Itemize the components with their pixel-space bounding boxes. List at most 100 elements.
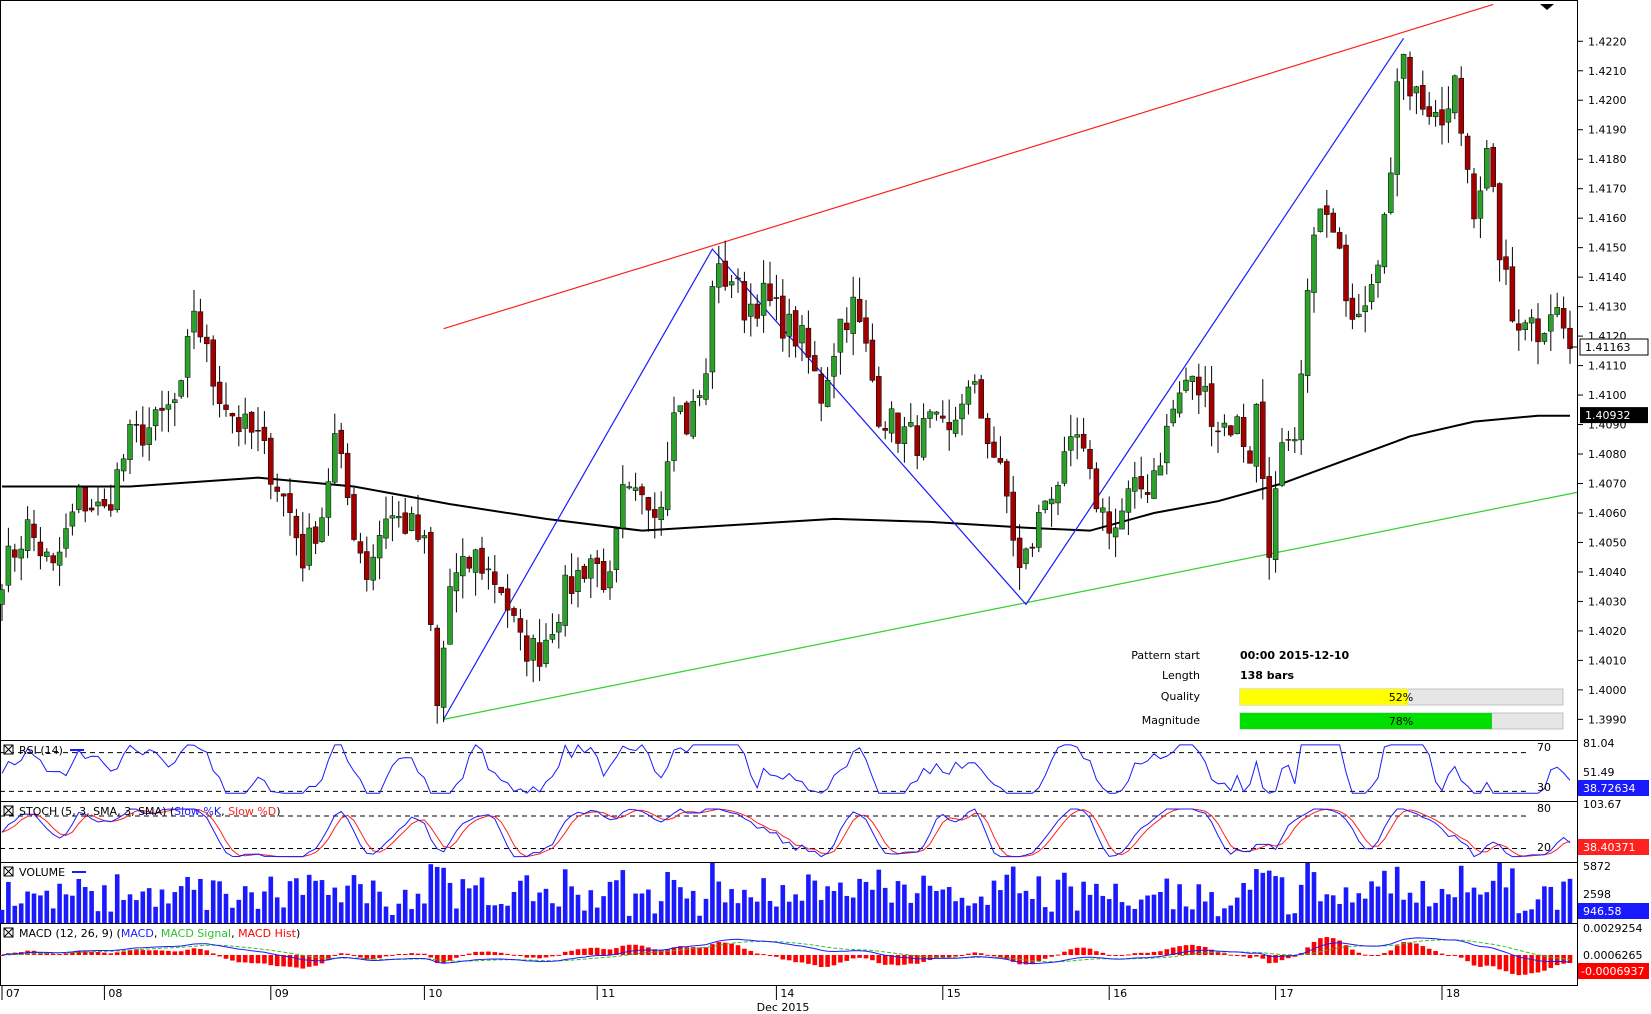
candle-body (984, 417, 991, 445)
candle-body (1048, 498, 1055, 505)
price-tick-label: 1.4210 (1588, 65, 1627, 78)
macd-hist-bar (703, 947, 709, 955)
macd-hist-bar (1369, 955, 1374, 956)
price-tick-label: 1.4020 (1588, 625, 1627, 638)
candle-body (517, 618, 524, 633)
macd-hist-bar (31, 950, 37, 955)
volume-bar (895, 881, 901, 923)
volume-bar (953, 901, 958, 923)
scroll-marker-icon[interactable] (1540, 4, 1554, 10)
volume-bar (1055, 879, 1061, 923)
price-tick-label: 1.4080 (1588, 448, 1627, 461)
volume-bar (1209, 892, 1214, 923)
time-tick-label: 08 (108, 987, 122, 1000)
candle (344, 443, 351, 506)
volume-bar (1490, 880, 1496, 923)
candle (1554, 292, 1560, 318)
volume-bar (735, 903, 741, 923)
candle-body (88, 507, 95, 511)
candle-body (786, 313, 792, 337)
candle-body (460, 556, 466, 577)
candle (56, 537, 63, 586)
candle (824, 367, 831, 408)
candle (856, 277, 863, 323)
volume-bar (1286, 914, 1291, 923)
macd-hist-bar (127, 949, 133, 955)
macd-hist-bar (1356, 952, 1362, 955)
candle (1349, 283, 1356, 330)
volume-axis-mid: 2598 (1583, 888, 1611, 901)
candle (82, 486, 88, 523)
candle (1292, 427, 1298, 454)
volume-bar (646, 889, 651, 923)
volume-bar (543, 888, 549, 923)
volume-bar (927, 885, 933, 923)
ma-price-value: 1.40932 (1585, 409, 1631, 422)
magnitude-label: Magnitude (1142, 714, 1201, 727)
candle-body (1036, 512, 1042, 548)
macd-hist-bar (1215, 951, 1221, 955)
candle (159, 390, 165, 432)
macd-hist-bar (1170, 947, 1176, 955)
volume-bar (1183, 906, 1189, 923)
volume-bar (38, 895, 43, 923)
candle (658, 491, 664, 536)
candle (645, 496, 652, 532)
candle-body (268, 437, 274, 485)
price-tick-label: 1.4050 (1588, 536, 1627, 549)
candle (594, 550, 600, 588)
volume-bar (1362, 898, 1368, 923)
candle (274, 473, 280, 502)
candle-body (63, 528, 69, 549)
candle (1413, 85, 1420, 115)
macd-hist-bar (479, 951, 485, 955)
macd-hist-bar (498, 952, 504, 955)
volume-bar (63, 894, 69, 923)
macd-hist-bar (319, 955, 325, 964)
time-tick-label: 07 (6, 987, 20, 1000)
macd-hist-bar (402, 953, 408, 955)
candle-body (210, 339, 216, 387)
macd-hist-bar (364, 955, 370, 960)
candle-body (389, 515, 396, 519)
candle-body (908, 422, 914, 427)
candle (1356, 294, 1362, 318)
candle (1048, 487, 1055, 527)
candle (812, 340, 818, 372)
macd-hist-bar (594, 947, 600, 955)
candle-body (1279, 442, 1285, 486)
volume-bar (178, 886, 184, 923)
candle (1471, 168, 1477, 229)
candle (869, 323, 876, 383)
candle-body (421, 535, 428, 539)
moving-average-line (2, 414, 1570, 532)
candle (127, 419, 133, 474)
candle-body (844, 322, 850, 331)
volume-bar (1458, 865, 1464, 923)
volume-bar (1356, 893, 1362, 923)
time-tick-label: 18 (1446, 987, 1460, 1000)
candle (1381, 212, 1388, 274)
candle (319, 507, 325, 543)
volume-bar (1017, 893, 1022, 923)
volume-bar (908, 902, 914, 923)
quality-label: Quality (1161, 690, 1201, 703)
macd-hist-bar (882, 955, 888, 965)
candle (261, 411, 268, 455)
volume-bar (364, 903, 370, 923)
volume-bar (1375, 886, 1381, 923)
candle (300, 512, 306, 582)
macd-hist-bar (1094, 951, 1099, 955)
volume-bar (524, 875, 530, 923)
candle-body (50, 555, 56, 564)
candle (511, 606, 517, 623)
candle (332, 413, 338, 485)
volume-bar (268, 876, 274, 923)
macd-hist-bar (409, 953, 414, 955)
macd-hist-bar (684, 947, 690, 955)
candle-body (434, 627, 440, 707)
candle (703, 358, 709, 406)
candle (690, 389, 696, 440)
macd-hist-bar (1324, 937, 1330, 955)
volume-bar (710, 863, 715, 923)
